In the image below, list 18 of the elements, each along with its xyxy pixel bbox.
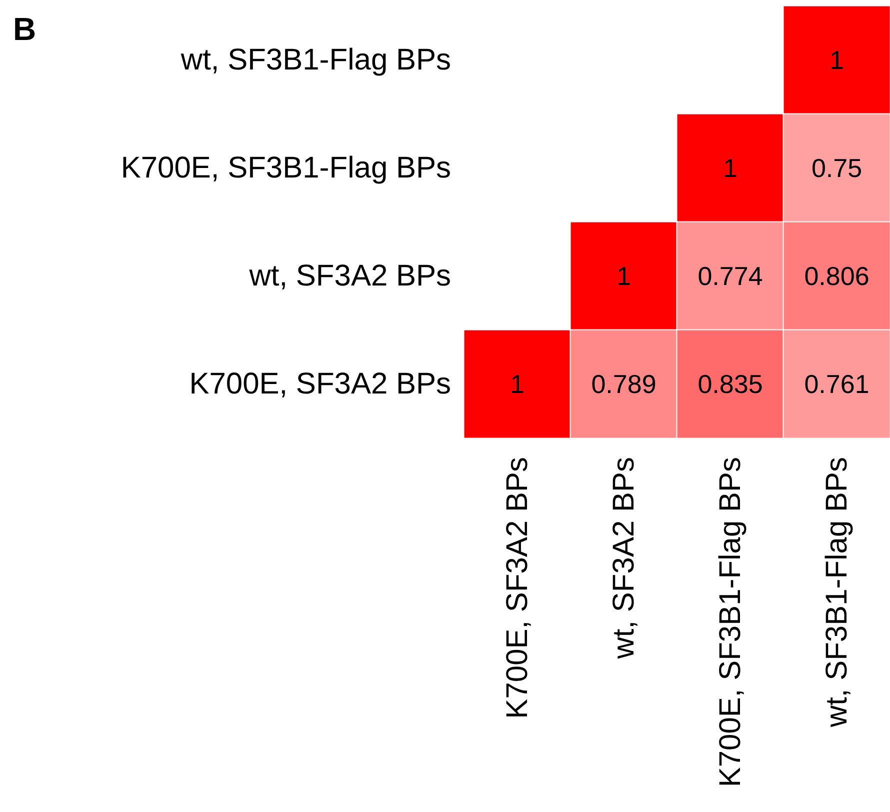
x-tick-label: K700E, SF3B1-Flag BPs [714,457,747,788]
data-label: 1 [723,153,738,183]
data-label: 1 [830,45,844,75]
y-tick-label: wt, SF3A2 BPs [248,260,451,292]
data-label: 0.761 [804,369,870,399]
data-label: 0.75 [811,153,862,183]
x-tick-label: wt, SF3A2 BPs [607,457,640,660]
data-label: 0.835 [698,369,763,399]
data-label: 0.774 [698,261,763,291]
y-tick-label: K700E, SF3B1-Flag BPs [120,152,451,184]
data-label: 0.806 [804,261,870,291]
text: B [13,11,36,47]
data-label: 0.789 [591,369,656,399]
data-label: 1 [510,369,524,399]
y-tick-label: K700E, SF3A2 BPs [189,368,451,400]
y-tick-label: wt, SF3B1-Flag BPs [180,44,451,76]
data-label: 1 [616,261,631,291]
x-tick-label: wt, SF3B1-Flag BPs [820,457,854,728]
